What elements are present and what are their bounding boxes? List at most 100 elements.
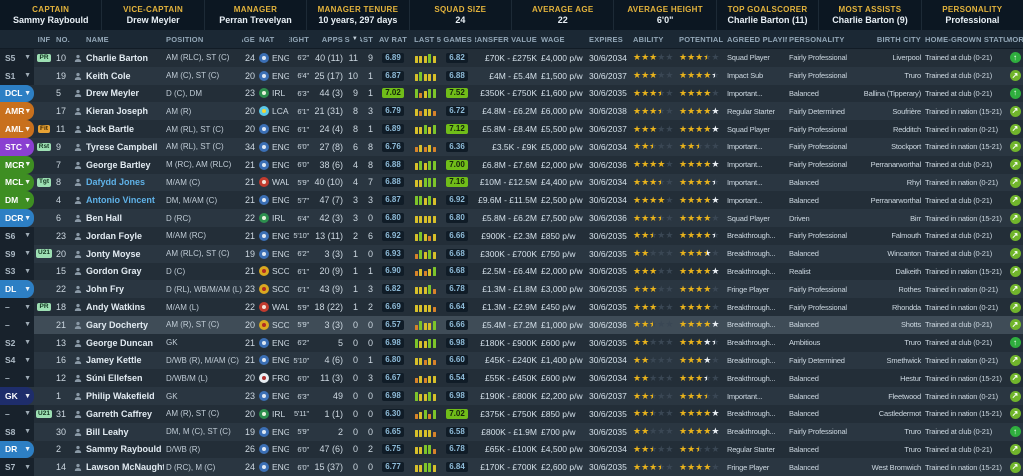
player-row[interactable]: MCR ▼ 7 George Bartley M (RC), AM (RLC) 21 ENG… [0, 155, 1023, 174]
player-name-link[interactable]: Charlie Barton [86, 52, 149, 63]
player-row[interactable]: DCL ▼ 5 Drew Meyler D (C), DM 23 IRL 6'3" 44 (3)… [0, 84, 1023, 103]
player-row[interactable]: DL ▼ 22 John Fry D (RL), WB/M/AM (L) 23 SCO 6'1… [0, 280, 1023, 299]
column-header-mor[interactable]: MOR [1007, 35, 1023, 44]
player-row[interactable]: DM ▼ 4 Antonio Vincent DM, M/AM (C) 21 ENG 5'7"… [0, 191, 1023, 210]
column-header-no[interactable]: NO. [54, 35, 72, 44]
column-header-personality[interactable]: PERSONALITY [787, 35, 857, 44]
position-selector[interactable]: S3 ▼ [0, 262, 34, 281]
position-selector[interactable]: AML ▼ [0, 120, 34, 138]
player-name-link[interactable]: Sammy Raybould [86, 444, 162, 455]
column-header-gls[interactable]: GLS▼ [345, 35, 360, 44]
player-row[interactable]: S6 ▼ 23 Jordan Foyle M/AM (RC) 21 ENG 5'10" 13 (… [0, 226, 1023, 245]
info-badge[interactable]: Tgt [36, 178, 52, 187]
info-badge[interactable]: U21 [36, 249, 52, 258]
player-row[interactable]: – ▼ 21 Gary Docherty AM (R), ST (C) 20 SCO 5'9"… [0, 315, 1023, 334]
player-name-link[interactable]: George Bartley [86, 159, 151, 170]
position-selector[interactable]: MCL ▼ [0, 173, 34, 192]
player-name-link[interactable]: Garreth Caffrey [86, 408, 153, 419]
player-name-link[interactable]: Gordon Gray [86, 266, 142, 277]
summary-value[interactable]: Charlie Barton (11) [727, 15, 808, 25]
info-badge[interactable]: Fit [38, 124, 50, 134]
player-name-link[interactable]: Bill Leahy [86, 426, 129, 437]
column-header-age[interactable]: AGE [242, 35, 257, 44]
player-name-link[interactable]: Súni Ellefsen [86, 373, 143, 384]
info-badge[interactable]: Rst [36, 142, 52, 152]
position-selector[interactable]: DM ▼ [0, 191, 34, 210]
player-row[interactable]: S5 ▼ PR 10 Charlie Barton AM (RLC), ST (C) 24 E… [0, 49, 1023, 67]
player-name-link[interactable]: Drew Meyler [86, 88, 140, 99]
info-badge[interactable]: PR [37, 302, 51, 312]
position-selector[interactable]: DL ▼ [0, 280, 34, 299]
position-selector[interactable]: DCR ▼ [0, 209, 34, 227]
position-selector[interactable]: MCR ▼ [0, 155, 34, 174]
position-selector[interactable]: S6 ▼ [0, 226, 34, 245]
position-selector[interactable]: – ▼ [0, 298, 34, 316]
player-row[interactable]: DCR ▼ 6 Ben Hall D (RC) 22 IRL 6'4" 42 (3) 3 0 6.80… [0, 209, 1023, 227]
player-name-link[interactable]: Jonty Moyse [86, 248, 141, 259]
column-header-value[interactable]: TRANSFER VALUE [475, 35, 539, 44]
position-selector[interactable]: – ▼ [0, 315, 34, 334]
player-row[interactable]: S9 ▼ U21 20 Jonty Moyse AM (RLC), ST (C) 19 ENG… [0, 244, 1023, 263]
position-selector[interactable]: S9 ▼ [0, 244, 34, 263]
column-header-expires[interactable]: EXPIRES [587, 35, 631, 44]
player-name-link[interactable]: John Fry [86, 284, 125, 295]
player-row[interactable]: S2 ▼ 13 George Duncan GK 21 ENG 6'2" 5 0 0 6.98 6.98… [0, 333, 1023, 352]
player-name-link[interactable]: Jordan Foyle [86, 230, 143, 241]
position-selector[interactable]: S4 ▼ [0, 351, 34, 370]
position-selector[interactable]: S1 ▼ [0, 66, 34, 85]
position-selector[interactable]: STC ▼ [0, 137, 34, 156]
position-selector[interactable]: – ▼ [0, 369, 34, 388]
player-name-link[interactable]: Jack Bartle [86, 124, 135, 135]
column-header-ability[interactable]: ABILITY [631, 35, 677, 44]
player-row[interactable]: S1 ▼ 19 Keith Cole AM (C), ST (C) 20 ENG 6'4" 25… [0, 66, 1023, 85]
column-header-hg[interactable]: HOME-GROWN STATUS [923, 35, 1007, 44]
player-name-link[interactable]: Ben Hall [86, 213, 123, 224]
position-selector[interactable]: – ▼ [0, 404, 34, 423]
info-badge[interactable]: U21 [36, 409, 52, 419]
column-header-potential[interactable]: POTENTIAL [677, 35, 725, 44]
player-row[interactable]: S4 ▼ 16 Jamey Kettle D/WB (R), M/AM (C) 21 ENG… [0, 351, 1023, 370]
column-header-ast[interactable]: AST [360, 35, 375, 44]
player-row[interactable]: STC ▼ Rst 9 Tyrese Campbell AM (RL), ST (C) 34… [0, 137, 1023, 156]
player-name-link[interactable]: Andy Watkins [86, 302, 146, 313]
player-name-link[interactable]: Tyrese Campbell [86, 141, 158, 152]
position-selector[interactable]: S7 ▼ [0, 458, 34, 476]
position-selector[interactable]: AMR ▼ [0, 102, 34, 121]
player-name-link[interactable]: Dafydd Jones [86, 177, 146, 188]
player-name-link[interactable]: George Duncan [86, 337, 154, 348]
player-name-link[interactable]: Antonio Vincent [86, 195, 155, 206]
position-selector[interactable]: DCL ▼ [0, 84, 34, 103]
player-row[interactable]: AML ▼ Fit 11 Jack Bartle AM (RL), ST (C) 20 ENG… [0, 120, 1023, 138]
column-header-avrat[interactable]: AV RAT [375, 35, 411, 44]
player-row[interactable]: – ▼ U21 31 Garreth Caffrey AM (R), ST (C) 20 IR… [0, 404, 1023, 423]
column-header-apps[interactable]: APPS [311, 35, 345, 44]
column-header-inf[interactable]: INF [34, 35, 54, 44]
position-selector[interactable]: S8 ▼ [0, 422, 34, 441]
player-name-link[interactable]: Gary Docherty [86, 319, 149, 330]
player-name-link[interactable]: Philip Wakefield [86, 391, 155, 402]
player-row[interactable]: MCL ▼ Tgt 8 Dafydd Jones M/AM (C) 21 WAL 5'9" 40 … [0, 173, 1023, 192]
player-name-link[interactable]: Keith Cole [86, 70, 131, 81]
player-name-link[interactable]: Lawson McNaught [86, 462, 164, 473]
position-selector[interactable]: S2 ▼ [0, 333, 34, 352]
column-header-position[interactable]: POSITION [164, 35, 242, 44]
player-name-link[interactable]: Jamey Kettle [86, 355, 142, 366]
column-header-wage[interactable]: WAGE [539, 35, 587, 44]
player-row[interactable]: – ▼ 12 Súni Ellefsen D/WB/M (L) 20 FRO 6'0" 11 (… [0, 369, 1023, 388]
player-row[interactable]: S8 ▼ 30 Bill Leahy DM, M (C), ST (C) 19 ENG 5'9… [0, 422, 1023, 441]
column-header-playtime[interactable]: AGREED PLAYING TI... [725, 35, 787, 44]
player-row[interactable]: AMR ▼ 17 Kieran Joseph AM (R) 20 LCA 6'1" 21 (31… [0, 102, 1023, 121]
column-header-height[interactable]: HEIGHT [289, 35, 311, 44]
player-row[interactable]: GK ▼ 1 Philip Wakefield GK 23 ENG 6'3" 49 0 0 6.98 6… [0, 387, 1023, 405]
player-row[interactable]: S7 ▼ 14 Lawson McNaught D (RC), M (C) 24 ENG 6'… [0, 458, 1023, 476]
player-row[interactable]: – ▼ PR 18 Andy Watkins M/AM (L) 22 WAL 5'9" 18 (2… [0, 298, 1023, 316]
summary-value[interactable]: Charlie Barton (9) [832, 15, 908, 25]
column-header-name[interactable]: NAME [84, 35, 164, 44]
info-badge[interactable]: PR [37, 53, 51, 63]
column-header-nat[interactable]: NAT [257, 35, 289, 44]
column-header-form[interactable]: LAST 5 GAMES [411, 35, 475, 44]
position-selector[interactable]: DR ▼ [0, 440, 34, 459]
column-header-city[interactable]: BIRTH CITY [857, 35, 923, 44]
position-selector[interactable]: S5 ▼ [0, 49, 34, 67]
player-row[interactable]: DR ▼ 2 Sammy Raybould D/WB (R) 26 ENG 6'0" 47 (6… [0, 440, 1023, 459]
